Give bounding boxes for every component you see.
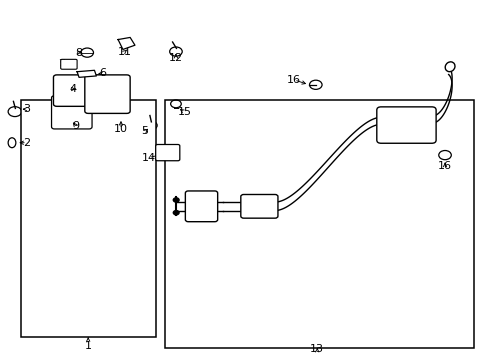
Text: 5: 5 [141, 126, 148, 136]
Polygon shape [118, 37, 135, 49]
FancyBboxPatch shape [241, 195, 277, 218]
FancyBboxPatch shape [185, 191, 217, 222]
Ellipse shape [8, 138, 16, 148]
FancyBboxPatch shape [53, 75, 106, 106]
Text: 15: 15 [177, 107, 191, 117]
Text: 7: 7 [58, 59, 65, 69]
Text: 4: 4 [69, 84, 76, 94]
FancyBboxPatch shape [60, 59, 77, 69]
Polygon shape [77, 70, 96, 77]
FancyBboxPatch shape [85, 75, 130, 114]
Text: 2: 2 [23, 138, 30, 148]
Text: 3: 3 [23, 104, 30, 114]
Text: 10: 10 [114, 124, 128, 134]
Text: 1: 1 [85, 341, 91, 351]
FancyBboxPatch shape [376, 107, 435, 143]
FancyBboxPatch shape [155, 145, 180, 161]
Ellipse shape [444, 62, 454, 72]
Bar [21, 100, 155, 337]
Text: 6: 6 [99, 69, 106, 79]
Text: 13: 13 [310, 345, 324, 355]
Text: 12: 12 [168, 53, 182, 63]
Text: 14: 14 [141, 152, 155, 162]
Bar [165, 100, 473, 348]
Text: 11: 11 [118, 46, 132, 56]
Text: 16: 16 [287, 75, 301, 85]
Text: 9: 9 [73, 121, 79, 131]
Circle shape [173, 211, 179, 215]
Circle shape [173, 198, 179, 202]
Text: 8: 8 [75, 47, 82, 57]
FancyBboxPatch shape [51, 96, 92, 129]
Text: 16: 16 [437, 161, 451, 171]
